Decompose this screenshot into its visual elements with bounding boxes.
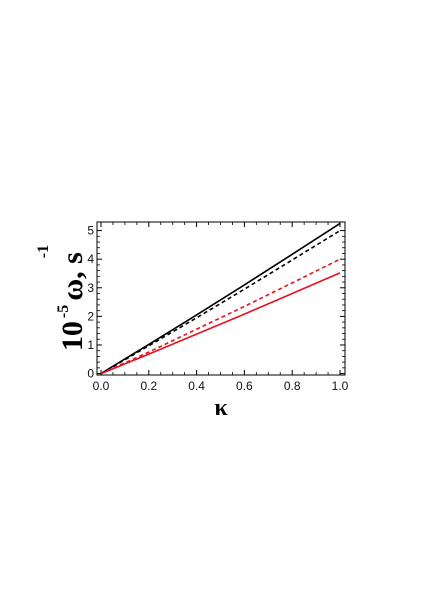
x-tick-label: 0.8	[284, 379, 301, 393]
x-axis-ticks: 0.0 0.2 0.4 0.6 0.8 1.0	[93, 222, 349, 393]
x-axis-label: κ	[214, 395, 228, 421]
y-tick-label: 0	[87, 367, 94, 381]
x-tick-label: 0.2	[140, 379, 157, 393]
series-line-4	[100, 272, 341, 375]
x-tick-label: 1.0	[332, 379, 349, 393]
series-lines	[100, 222, 341, 375]
y-tick-label: 1	[87, 338, 94, 352]
svg-text:10-5ω, s-1: 10 -5 ω, s -1	[35, 245, 89, 351]
series-line-1	[100, 222, 341, 375]
y-tick-label: 3	[87, 281, 94, 295]
y-axis-label-rest: ω, s	[56, 252, 89, 301]
y-axis-label-exponent: -5	[55, 305, 72, 318]
x-tick-label: 0.6	[236, 379, 253, 393]
plot-frame	[96, 221, 346, 376]
x-tick-label: 0.0	[93, 379, 110, 393]
series-line-3	[100, 258, 341, 375]
x-tick-label: 0.4	[188, 379, 205, 393]
y-axis-label-group: 10 -5 ω, s -1	[35, 245, 89, 351]
series-line-2	[100, 229, 341, 375]
y-axis-label-base: 10	[56, 321, 89, 351]
y-axis-label-rest-exponent: -1	[35, 245, 52, 258]
y-axis-ticks: 0 1 2 3 4 5	[87, 224, 345, 381]
y-tick-label: 2	[87, 309, 94, 323]
y-tick-label: 4	[87, 252, 94, 266]
y-tick-label: 5	[87, 224, 94, 238]
